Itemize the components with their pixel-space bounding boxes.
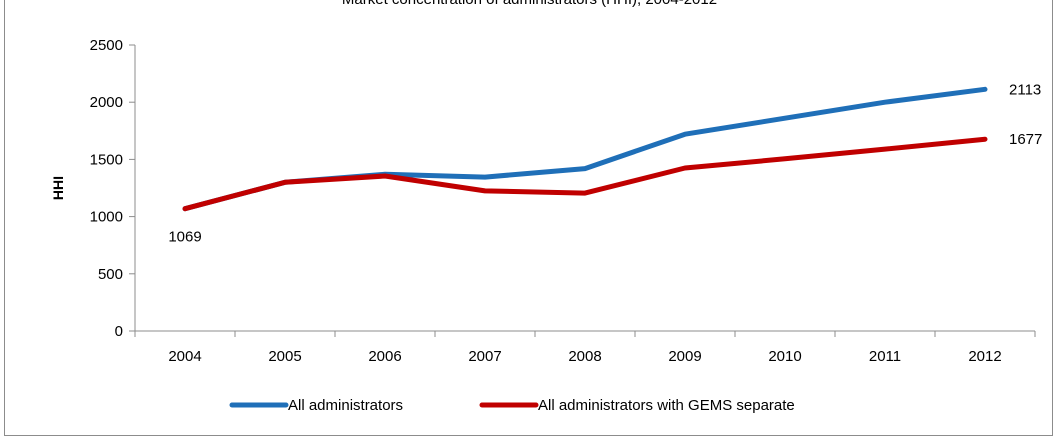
x-tick-label: 2010 — [768, 348, 801, 365]
x-tick-label: 2007 — [468, 348, 501, 365]
y-axis-title: HHI — [50, 176, 66, 200]
y-tick-label: 0 — [115, 323, 123, 340]
x-tick-label: 2011 — [869, 348, 901, 365]
x-tick-label: 2004 — [168, 348, 201, 365]
y-tick-label: 2000 — [90, 94, 123, 111]
y-tick-label: 2500 — [90, 37, 123, 54]
y-tick-label: 1000 — [90, 209, 123, 226]
y-tick-label: 1500 — [90, 151, 123, 168]
data-label: 2113 — [1009, 81, 1041, 98]
x-tick-label: 2005 — [268, 348, 301, 365]
series-line-2 — [182, 136, 988, 212]
legend-label-2: All administrators with GEMS separate — [538, 397, 795, 414]
x-tick-label: 2006 — [368, 348, 401, 365]
y-tick-label: 500 — [98, 266, 123, 283]
chart-title: Market concentration of administrators (… — [0, 0, 1059, 9]
data-label: 1677 — [1009, 131, 1042, 148]
x-tick-label: 2012 — [968, 348, 1001, 365]
x-tick-label: 2008 — [568, 348, 601, 365]
legend-label-1: All administrators — [288, 397, 403, 414]
data-label: 1069 — [168, 229, 201, 246]
chart-frame — [4, 0, 1053, 436]
x-tick-label: 2009 — [668, 348, 701, 365]
